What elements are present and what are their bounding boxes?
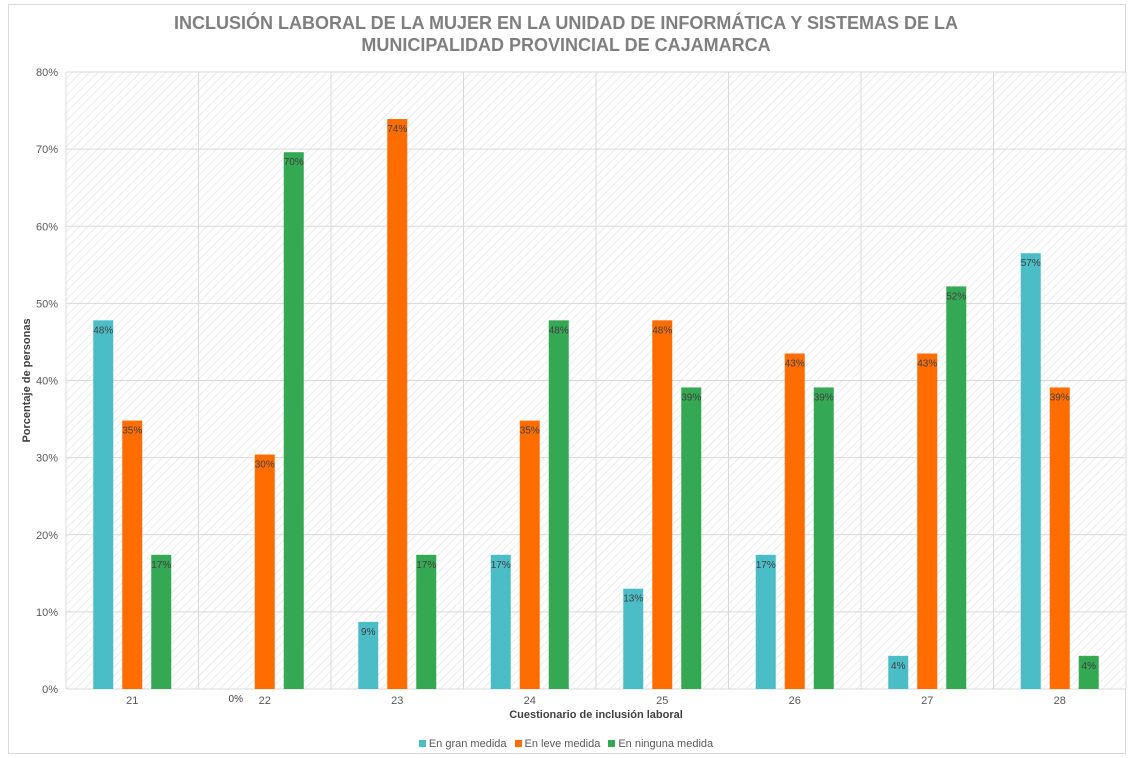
chart-title-line-2: MUNICIPALIDAD PROVINCIAL DE CAJAMARCA <box>361 35 771 55</box>
bar-data-label: 43% <box>785 359 805 370</box>
y-tick-label: 70% <box>36 144 58 156</box>
legend-label: En leve medida <box>524 738 601 750</box>
bar <box>254 454 275 689</box>
bar <box>888 655 909 689</box>
y-tick-label: 80% <box>36 67 58 79</box>
bar <box>358 621 379 689</box>
bar-data-label: 4% <box>891 661 906 672</box>
chart-title-line-1: INCLUSIÓN LABORAL DE LA MUJER EN LA UNID… <box>173 13 959 33</box>
bar-data-label: 0% <box>229 694 244 705</box>
bar <box>755 554 776 689</box>
bar-data-label: 57% <box>1021 258 1041 269</box>
bar-data-label: 17% <box>151 560 171 571</box>
legend-swatch <box>514 740 522 747</box>
bar-data-label: 48% <box>93 325 113 336</box>
bar <box>917 353 938 689</box>
bar-data-label: 9% <box>361 627 376 638</box>
bar-data-label: 35% <box>122 426 142 437</box>
bar <box>681 387 702 689</box>
x-tick-label: 23 <box>391 695 403 707</box>
y-tick-label: 50% <box>36 298 58 310</box>
bars <box>93 119 1099 689</box>
legend-entry: En leve medida <box>514 738 601 750</box>
legend-label: En gran medida <box>428 738 507 750</box>
bar <box>283 152 304 689</box>
x-axis-ticks: 21 22 23 24 25 26 27 28 <box>126 695 1066 707</box>
bar <box>946 286 967 689</box>
bar-data-label: 39% <box>1050 392 1070 403</box>
bar-data-label: 13% <box>623 594 643 605</box>
legend: En gran medida En leve medida En ninguna m… <box>0 738 1132 750</box>
x-tick-label: 26 <box>789 695 801 707</box>
bar-data-label: 74% <box>387 124 407 135</box>
bar-data-label: 52% <box>946 291 966 302</box>
bar-data-label: 17% <box>756 560 776 571</box>
bar <box>93 320 114 689</box>
legend-entry: En gran medida <box>418 738 507 750</box>
x-tick-label: 27 <box>921 695 933 707</box>
y-tick-label: 60% <box>36 221 58 233</box>
x-tick-label: 22 <box>259 695 271 707</box>
x-tick-label: 24 <box>524 695 536 707</box>
bar <box>416 554 437 689</box>
bar <box>784 353 805 689</box>
chart-title: INCLUSIÓN LABORAL DE LA MUJER EN LA UNID… <box>0 12 1132 56</box>
bar <box>652 320 673 689</box>
legend-entry: En ninguna medida <box>608 738 713 750</box>
bar-data-label: 43% <box>917 359 937 370</box>
bar-data-label: 70% <box>284 157 304 168</box>
y-tick-label: 10% <box>36 607 58 619</box>
bar <box>490 554 511 689</box>
data-labels: 48% 35% 17% 0% 30% 70% 9% 74% 17% 17% 35% 48% 13% 48%… <box>93 124 1096 705</box>
x-tick-label: 28 <box>1054 695 1066 707</box>
bar-data-label: 39% <box>681 392 701 403</box>
bar-data-label: 35% <box>520 426 540 437</box>
bar <box>387 119 408 689</box>
bar <box>1049 387 1070 689</box>
bar-data-label: 17% <box>416 560 436 571</box>
y-tick-label: 40% <box>36 376 58 388</box>
bar <box>1078 655 1099 689</box>
bar-data-label: 39% <box>814 392 834 403</box>
bar-data-label: 48% <box>549 325 569 336</box>
y-tick-label: 0% <box>42 684 58 696</box>
bar <box>519 420 540 689</box>
bar <box>623 588 644 689</box>
bar-data-label: 30% <box>255 460 275 471</box>
x-axis-title: Cuestionario de inclusión laboral <box>509 709 683 721</box>
x-tick-label: 21 <box>126 695 138 707</box>
bar <box>122 420 143 689</box>
bar <box>1020 253 1041 689</box>
bar <box>151 554 172 689</box>
legend-swatch <box>418 740 426 747</box>
bar <box>548 320 569 689</box>
y-axis-ticks: 0% 10% 20% 30% 40% 50% 60% 70% 80% <box>36 67 58 696</box>
bar <box>813 387 834 689</box>
legend-label: En ninguna medida <box>618 738 714 750</box>
bar-data-label: 4% <box>1082 661 1097 672</box>
y-tick-label: 20% <box>36 530 58 542</box>
x-tick-label: 25 <box>656 695 668 707</box>
legend-swatch <box>608 740 616 747</box>
bar-data-label: 17% <box>491 560 511 571</box>
bar-data-label: 48% <box>652 325 672 336</box>
y-tick-label: 30% <box>36 453 58 465</box>
y-axis-title: Porcentaje de personas <box>21 318 33 442</box>
